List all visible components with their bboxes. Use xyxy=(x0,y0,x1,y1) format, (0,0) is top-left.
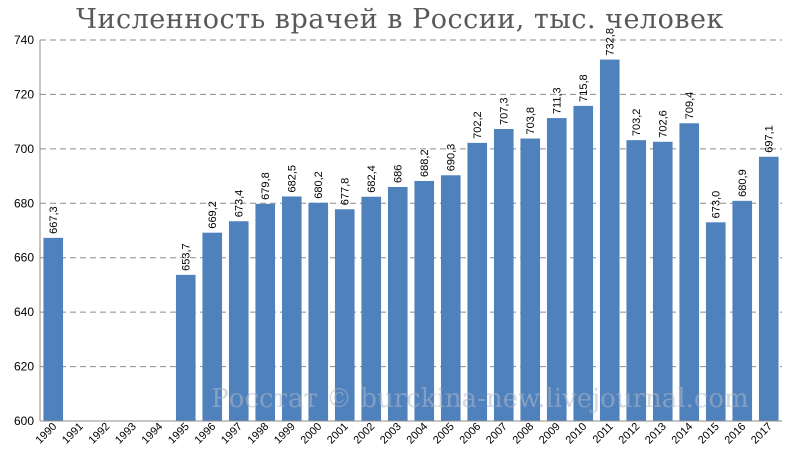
x-tick-label: 2001 xyxy=(325,421,351,447)
y-tick-label: 640 xyxy=(14,305,34,319)
x-tick-label: 2005 xyxy=(431,421,457,447)
bar xyxy=(334,209,355,421)
data-label: 673,4 xyxy=(234,190,246,218)
data-label: 709,4 xyxy=(684,92,696,120)
bar xyxy=(493,128,514,421)
bar xyxy=(732,200,753,421)
x-tick-label: 1996 xyxy=(193,421,219,447)
data-label: 707,3 xyxy=(499,97,511,125)
y-tick-label: 620 xyxy=(14,360,34,374)
data-label: 711,3 xyxy=(552,87,564,114)
data-label: 715,8 xyxy=(578,74,590,102)
data-label: 732,8 xyxy=(605,28,617,56)
data-label: 682,4 xyxy=(366,165,378,193)
data-label: 702,6 xyxy=(658,110,670,138)
x-tick-label: 1997 xyxy=(219,421,245,447)
bars xyxy=(43,59,779,422)
data-label: 669,2 xyxy=(207,201,219,229)
data-label: 653,7 xyxy=(181,243,193,271)
x-tick-label: 2003 xyxy=(378,421,404,447)
y-axis: 600 620 640 660 680 700 720 740 xyxy=(14,33,41,428)
bar xyxy=(175,274,196,421)
x-tick-label: 1995 xyxy=(166,421,192,447)
data-label: 703,8 xyxy=(525,107,537,135)
data-label: 679,8 xyxy=(260,172,272,200)
bar xyxy=(652,141,673,421)
data-label: 667,3 xyxy=(48,206,60,234)
bar xyxy=(361,196,382,421)
x-tick-label: 2016 xyxy=(723,421,749,447)
watermark: Росстат © burckina-new.livejournal.com xyxy=(211,384,748,414)
bar xyxy=(228,221,249,421)
data-label: 702,2 xyxy=(472,111,484,139)
bar xyxy=(387,186,408,421)
y-tick-label: 720 xyxy=(14,87,34,101)
bar xyxy=(705,222,726,421)
data-label: 690,3 xyxy=(446,144,458,172)
x-tick-label: 1990 xyxy=(34,421,60,447)
bar xyxy=(520,138,541,421)
bar xyxy=(281,196,302,421)
bar xyxy=(626,140,647,422)
bar xyxy=(573,105,594,421)
x-tick-label: 1998 xyxy=(246,421,272,447)
x-tick-label: 2011 xyxy=(591,421,616,446)
x-tick-label: 2015 xyxy=(696,421,722,447)
chart-title: Численность врачей в России, тыс. челове… xyxy=(76,4,724,35)
x-tick-label: 1992 xyxy=(87,421,113,447)
y-tick-label: 680 xyxy=(14,196,34,210)
data-label: 686 xyxy=(393,165,405,183)
x-tick-label: 2006 xyxy=(458,421,484,447)
x-tick-label: 2017 xyxy=(749,421,775,447)
bar xyxy=(308,202,329,421)
x-tick-label: 1999 xyxy=(272,421,298,447)
bar xyxy=(255,203,276,421)
data-label: 697,1 xyxy=(764,125,776,153)
x-tick-label: 2008 xyxy=(511,421,537,447)
grid-lines xyxy=(40,39,782,368)
x-tick-label: 2009 xyxy=(537,421,563,447)
bar xyxy=(599,59,620,421)
x-tick-label: 2012 xyxy=(617,421,643,447)
y-tick-label: 700 xyxy=(14,142,34,156)
bar xyxy=(546,118,567,421)
data-label: 680,9 xyxy=(737,169,749,197)
x-tick-label: 2014 xyxy=(670,421,696,447)
data-label: 680,2 xyxy=(313,171,325,199)
bar xyxy=(202,232,223,421)
data-label: 682,5 xyxy=(287,165,299,193)
x-tick-label: 2002 xyxy=(352,421,378,447)
bar xyxy=(758,156,779,422)
data-label: 673,0 xyxy=(711,191,723,219)
y-tick-label: 600 xyxy=(14,414,34,428)
data-label: 677,8 xyxy=(340,178,352,206)
x-tick-label: 1994 xyxy=(140,421,166,447)
bar xyxy=(43,237,64,421)
x-tick-label: 2010 xyxy=(564,421,590,447)
bar xyxy=(679,123,700,422)
x-tick-label: 2013 xyxy=(643,421,669,447)
data-label: 703,2 xyxy=(631,109,643,137)
x-tick-label: 1993 xyxy=(113,421,139,447)
y-tick-label: 660 xyxy=(14,251,34,265)
data-labels: 667,3 653,7 669,2 673,4 679,8 682,5 680,2 677,8… xyxy=(48,28,776,271)
x-tick-label: 2007 xyxy=(484,421,510,447)
x-axis: 1990 1991 1992 1993 1994 1995 1996 1997 1998 1999… xyxy=(34,420,782,447)
x-tick-label: 2000 xyxy=(299,421,325,447)
data-label: 688,2 xyxy=(419,149,431,177)
y-tick-label: 740 xyxy=(14,33,34,47)
bar xyxy=(414,180,435,421)
x-tick-label: 1991 xyxy=(60,421,86,447)
bar xyxy=(440,175,461,421)
bar xyxy=(467,142,488,421)
x-tick-label: 2004 xyxy=(405,421,431,447)
